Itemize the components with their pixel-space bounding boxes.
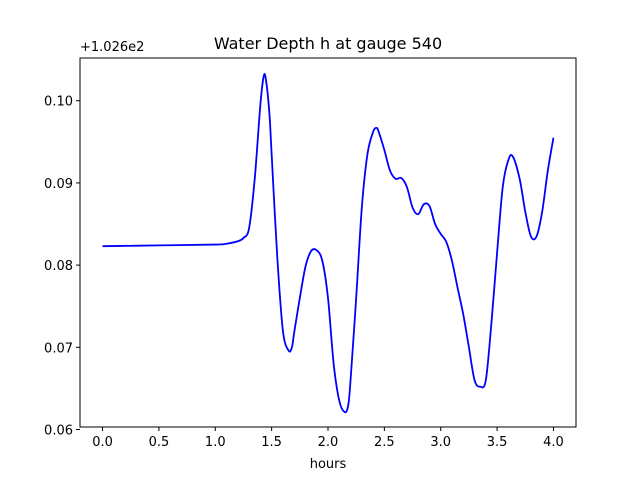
- x-tick-label: 1.5: [261, 435, 282, 450]
- x-axis-label: hours: [310, 457, 347, 472]
- x-tick-label: 3.0: [430, 435, 451, 450]
- x-tick-label: 2.5: [374, 435, 395, 450]
- series-line: [102, 73, 555, 414]
- axis-ticks: 0.0 0.5 1.0 1.5 2.0 2.5 3.0 3.5 4.0 0.06 0.07 0.08 0…: [44, 95, 564, 450]
- y-tick-label: 0.08: [44, 259, 73, 274]
- y-tick-label: 0.06: [44, 423, 73, 438]
- chart-title: Water Depth h at gauge 540: [214, 34, 442, 53]
- x-tick-label: 2.0: [318, 435, 339, 450]
- y-offset-label: +1.026e2: [80, 40, 144, 55]
- x-tick-label: 4.0: [543, 435, 564, 450]
- plot-frame: [79, 57, 577, 428]
- x-tick-label: 3.5: [487, 435, 508, 450]
- y-tick-label: 0.09: [44, 177, 73, 192]
- x-tick-label: 0.0: [92, 435, 113, 450]
- x-tick-label: 0.5: [149, 435, 170, 450]
- x-tick-label: 1.0: [205, 435, 226, 450]
- y-tick-label: 0.10: [44, 95, 73, 110]
- y-tick-label: 0.07: [44, 341, 73, 356]
